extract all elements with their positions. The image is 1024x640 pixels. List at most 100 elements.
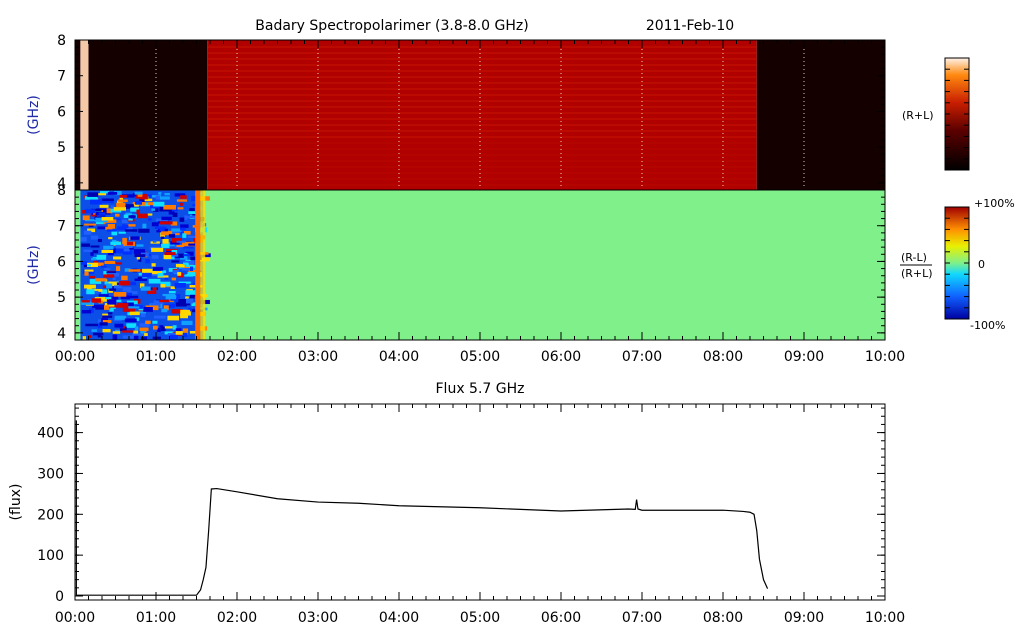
- polarization-noise-cell: [142, 223, 147, 229]
- flux-time-tick-label: 03:00: [298, 610, 338, 626]
- intensity-y-label: (GHz): [26, 95, 42, 135]
- polarization-noise-cell: [185, 251, 194, 256]
- polarization-noise-cell: [170, 221, 178, 226]
- polarization-noise-cell: [180, 227, 186, 231]
- flux-time-tick-label: 07:00: [622, 610, 662, 626]
- intensity-band: [207, 100, 757, 102]
- polarization-noise-cell: [134, 254, 146, 257]
- polarization-noise-cell: [84, 196, 98, 200]
- polarization-noise-cell: [103, 271, 108, 276]
- polarization-noise-cell: [154, 226, 167, 229]
- polarization-noise-cell: [98, 294, 109, 299]
- colorbar-label-minus100: -100%: [970, 319, 1005, 332]
- polarization-noise-cell: [153, 267, 164, 271]
- polarization-noise-cell: [140, 312, 146, 318]
- polarization-noise-cell: [152, 287, 157, 291]
- polarization-noise-cell: [101, 265, 107, 268]
- polarization-noise-cell: [99, 322, 108, 326]
- intensity-band: [207, 112, 757, 114]
- polarization-noise-cell: [184, 215, 188, 220]
- polarization-noise-cell: [121, 194, 135, 198]
- polarization-noise-cell: [122, 307, 135, 312]
- polarization-noise-cell: [146, 194, 153, 198]
- polarization-noise-cell: [140, 336, 148, 340]
- polarization-noise-cell: [84, 284, 96, 289]
- polarization-noise-cell: [185, 263, 189, 267]
- polarization-noise-cell: [144, 333, 148, 337]
- polarization-noise-cell: [129, 247, 134, 250]
- polarization-noise-cell: [116, 262, 123, 265]
- polarization-noise-cell: [177, 207, 184, 210]
- freq-tick-label: 8: [57, 183, 66, 199]
- polarization-noise-cell: [130, 281, 137, 286]
- polarization-noise-cell: [102, 328, 111, 333]
- polarization-noise-cell: [103, 305, 110, 310]
- polarization-noise-cell: [128, 306, 140, 309]
- polarization-noise-cell: [181, 320, 193, 326]
- polarization-background: [75, 190, 885, 340]
- polarization-noise-cell: [116, 266, 121, 272]
- polarization-noise-region: [80, 190, 211, 340]
- polarization-noise-cell: [95, 217, 108, 223]
- polarization-noise-cell: [112, 239, 117, 243]
- polarization-noise-cell: [126, 224, 136, 227]
- polarization-noise-cell: [180, 313, 189, 319]
- polarization-noise-cell: [164, 252, 176, 256]
- polarization-noise-cell: [192, 213, 199, 216]
- polarization-noise-cell: [90, 199, 103, 205]
- polarization-noise-cell: [176, 240, 186, 243]
- polarization-noise-cell: [117, 200, 121, 204]
- polarization-noise-cell: [82, 215, 90, 221]
- polarization-noise-cell: [192, 282, 197, 285]
- polarization-noise-cell: [84, 269, 94, 272]
- polarization-noise-cell: [99, 204, 109, 208]
- intensity-band: [207, 160, 757, 162]
- polarization-noise-cell: [136, 256, 140, 260]
- polarization-noise-cell: [82, 209, 89, 214]
- polarization-noise-cell: [85, 302, 92, 305]
- intensity-band: [207, 166, 757, 168]
- polarization-noise-cell: [163, 254, 172, 260]
- time-tick-label: 04:00: [379, 349, 419, 365]
- polarization-noise-cell: [85, 209, 96, 214]
- polarization-noise-cell: [121, 224, 129, 229]
- polarization-noise-cell: [153, 325, 158, 330]
- polarization-noise-cell: [167, 333, 176, 336]
- polarization-noise-cell: [142, 275, 147, 279]
- polarization-noise-cell: [166, 230, 180, 235]
- polarization-noise-cell: [141, 268, 153, 273]
- polarization-noise-cell: [90, 235, 99, 240]
- flux-time-tick-label: 00:00: [55, 610, 95, 626]
- polarization-noise-cell: [167, 315, 179, 321]
- polarization-edge-orange: [195, 190, 201, 340]
- polarization-noise-cell: [124, 318, 137, 323]
- polarization-side-numerator: (R-L): [901, 251, 927, 264]
- polarization-noise-cell: [107, 251, 114, 256]
- polarization-noise-cell: [183, 254, 191, 257]
- polarization-noise-cell: [139, 327, 149, 331]
- figure-date: 2011-Feb-10: [646, 18, 734, 34]
- polarization-noise-cell: [126, 241, 134, 246]
- intensity-band: [207, 52, 757, 54]
- polarization-noise-cell: [84, 271, 89, 276]
- polarization-noise-cell: [94, 262, 104, 267]
- polarization-noise-cell: [156, 230, 163, 233]
- polarization-noise-cell: [172, 212, 178, 217]
- flux-tick-label: 0: [55, 589, 64, 605]
- polarization-noise-cell: [171, 249, 178, 254]
- polarization-noise-cell: [135, 317, 140, 321]
- polarization-noise-cell: [114, 323, 124, 328]
- polarization-noise-cell: [159, 221, 173, 225]
- polarization-noise-cell: [185, 290, 196, 295]
- polarization-noise-cell: [151, 255, 159, 259]
- intensity-segment-off-sun: [75, 40, 81, 190]
- polarization-noise-cell: [157, 273, 164, 277]
- polarization-noise-cell: [124, 268, 131, 272]
- polarization-noise-cell: [108, 289, 113, 293]
- polarization-noise-cell: [101, 289, 108, 294]
- polarization-noise-cell: [113, 207, 126, 211]
- polarization-noise-cell: [189, 330, 200, 334]
- intensity-heatmap: [75, 40, 885, 190]
- polarization-noise-cell: [86, 289, 95, 295]
- polarization-colorbar-ticks: [945, 217, 969, 309]
